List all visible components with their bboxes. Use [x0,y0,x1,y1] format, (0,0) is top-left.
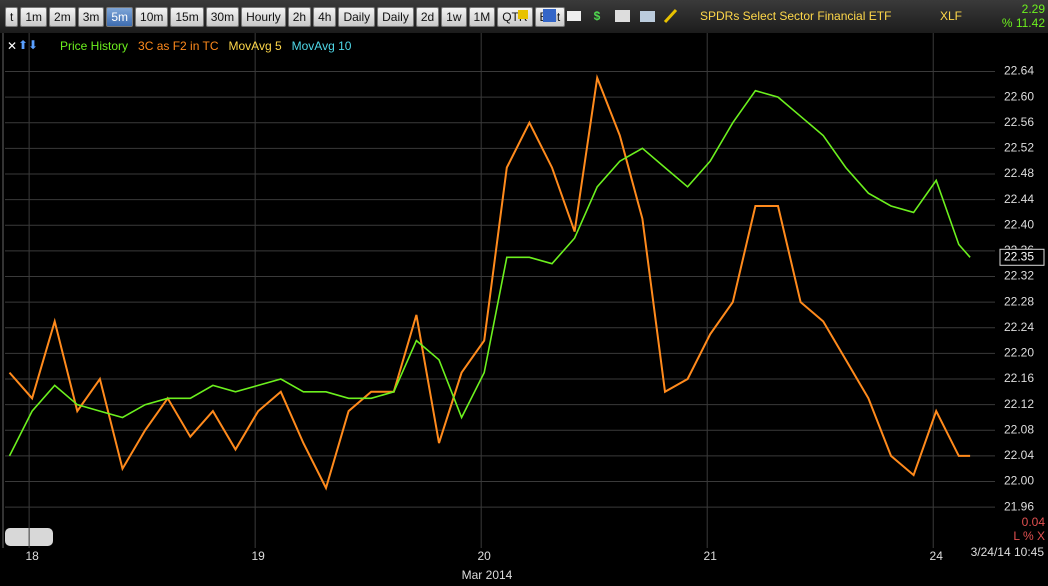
timeframe-button[interactable]: 4h [313,6,337,27]
y-tick-label: 22.24 [1004,320,1034,334]
scale-value: 0.04 [1022,515,1046,529]
security-title: SPDRs Select Sector Financial ETF [700,9,891,23]
series-line [8,74,971,491]
change: 2.29 [1022,2,1046,16]
timeframe-button[interactable]: 2m [49,6,76,27]
timeframe-button[interactable]: 1M [468,6,496,27]
y-tick-label: 22.32 [1004,269,1034,283]
y-tick-label: 22.48 [1004,166,1034,180]
x-tick-label: 19 [251,549,265,563]
arrow-icons[interactable]: ⬆⬇ [18,38,38,52]
last-price-box [999,248,1045,266]
legend-entry: Price History [60,39,128,53]
toolbar: t 1m 2m 3m 5m 10m 15m 30m Hourly 2h 4h Daily Daily 2d… [0,0,1048,33]
y-tick-label: 22.40 [1004,217,1034,231]
timeframe-button[interactable]: 15m [170,6,204,27]
toolbar-icons: $ [518,8,678,24]
timeframe-button[interactable]: Daily [377,6,414,27]
change-pct: % 11.42 [1002,16,1045,30]
timeframe-button[interactable]: 2d [415,6,440,27]
legend-entry: MovAvg 10 [292,39,352,53]
y-tick-label: 22.00 [1004,474,1034,488]
x-axis-label: Mar 2014 [462,568,513,582]
y-tick-label: 22.16 [1004,371,1034,385]
symbol: XLF [940,9,962,23]
y-tick-label: 21.96 [1004,499,1034,513]
timeframe-button[interactable]: 1w [441,6,467,27]
timeframe-button[interactable]: Hourly [241,6,286,27]
y-tick-label: 22.64 [1004,64,1034,78]
timeframe-button[interactable]: 2h [287,6,312,27]
y-tick-label: 22.04 [1004,448,1034,462]
timeframe-button[interactable]: 3m [77,6,105,27]
cursor-icon[interactable]: ✕ [7,39,17,53]
pencil-icon[interactable] [663,8,678,24]
timeframe-button[interactable]: t [5,6,19,27]
y-tick-label: 22.60 [1004,89,1034,103]
y-tick-label: 22.20 [1004,346,1034,360]
legend-entry: MovAvg 5 [229,39,282,53]
legend-entry: 3C as F2 in TC [138,39,219,53]
x-tick-label: 24 [930,549,944,563]
timestamp: 3/24/14 10:45 [971,545,1045,559]
save-icon[interactable] [543,9,556,22]
timeframe-button[interactable]: 30m [205,6,240,27]
last-price-label: 22.35 [1004,249,1034,263]
timeframe-button[interactable]: Daily [338,6,376,27]
x-tick-label: 20 [477,549,491,563]
timeframe-button[interactable]: 5m [106,6,134,27]
dollar-icon[interactable]: $ [594,9,601,23]
lock-icon[interactable] [518,10,528,19]
x-tick-label: 21 [704,549,718,563]
y-tick-label: 22.56 [1004,115,1034,129]
mail-icon[interactable] [567,11,581,21]
print-icon[interactable] [615,10,630,22]
scale-controls[interactable]: L % X [1013,529,1045,543]
y-tick-label: 22.12 [1004,397,1034,411]
y-tick-label: 22.52 [1004,141,1034,155]
timeframe-button[interactable]: 10m [135,6,169,27]
timeframe-button[interactable]: 1m [20,6,48,27]
x-tick-label: 18 [25,549,39,563]
calc-icon[interactable] [640,11,655,22]
y-tick-label: 22.44 [1004,192,1034,206]
y-tick-label: 22.08 [1004,422,1034,436]
y-tick-label: 22.28 [1004,294,1034,308]
series-line [8,89,971,457]
